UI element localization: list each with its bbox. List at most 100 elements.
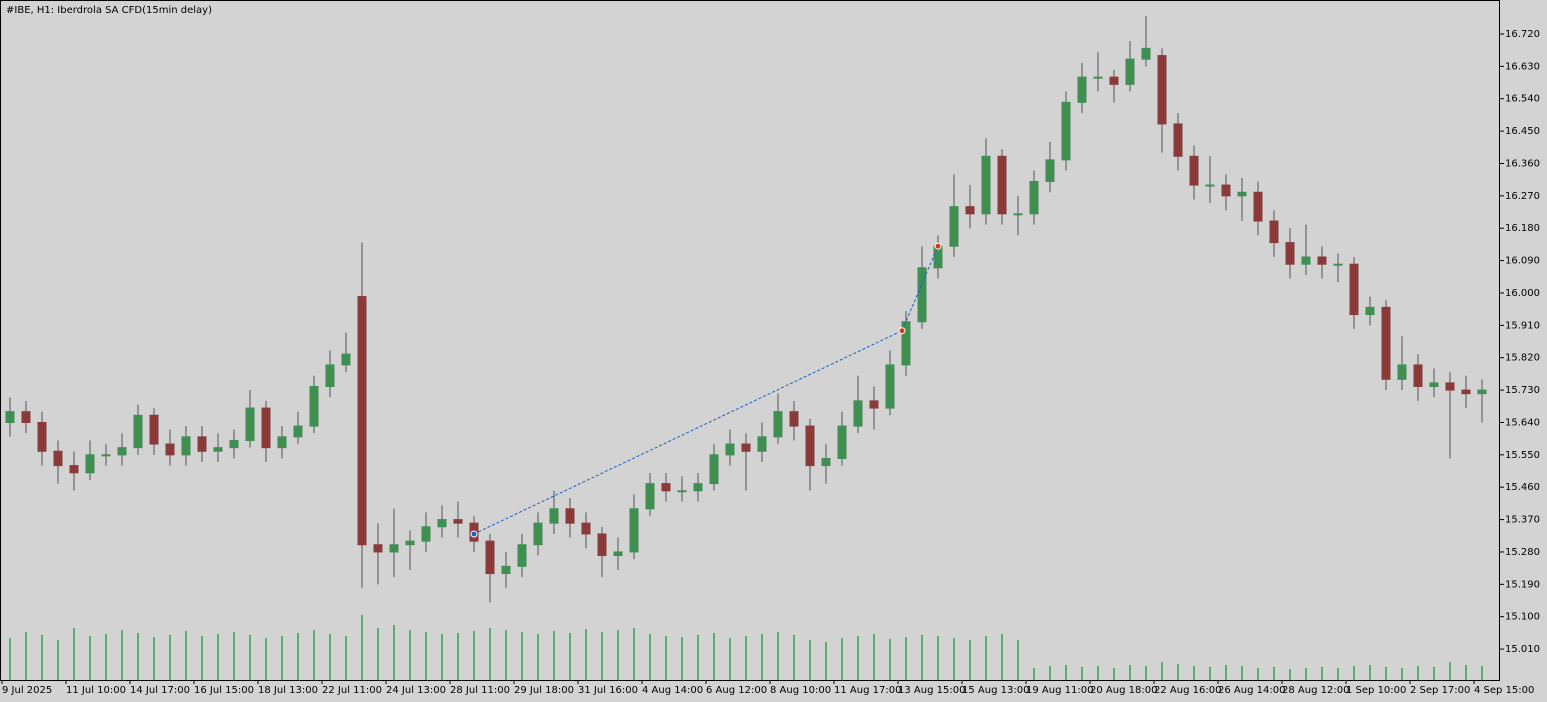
candle-body: [1445, 382, 1455, 391]
y-tick-label: 15.190: [1505, 579, 1540, 590]
y-tick-label: 16.090: [1505, 256, 1540, 267]
y-tick-label: 16.450: [1505, 126, 1540, 137]
y-tick-label: 15.730: [1505, 385, 1540, 396]
volume-bar: [1033, 668, 1035, 680]
candle-body: [821, 457, 831, 467]
x-tick-label: 1 Sep 10:00: [1346, 685, 1406, 696]
volume-bar: [457, 633, 459, 680]
x-tick-label: 26 Aug 14:00: [1218, 685, 1285, 696]
candle-body: [1141, 47, 1151, 60]
plot-frame: [0, 0, 1500, 681]
x-tick-label: 13 Aug 15:00: [898, 685, 965, 696]
volume-bar: [281, 636, 283, 680]
candle-body: [1125, 58, 1135, 85]
volume-bar: [185, 631, 187, 680]
candle-body: [629, 508, 639, 553]
chart-title: #IBE, H1: Iberdrola SA CFD(15min delay): [6, 5, 212, 16]
x-tick-label: 14 Jul 17:00: [130, 685, 190, 696]
candle-body: [517, 544, 527, 567]
candle-body: [1413, 364, 1423, 387]
candle-body: [501, 565, 511, 575]
volume-bar: [1161, 662, 1163, 680]
x-tick-label: 18 Jul 13:00: [258, 685, 318, 696]
candle-body: [613, 551, 623, 557]
x-tick-label: 15 Aug 13:00: [962, 685, 1029, 696]
volume-bar: [681, 637, 683, 680]
volume-bar: [1321, 667, 1323, 680]
volume-bar: [953, 638, 955, 680]
y-tick-label: 16.720: [1505, 29, 1540, 40]
candle-body: [117, 447, 127, 456]
candle-body: [533, 522, 543, 546]
candle-body: [1365, 306, 1375, 316]
candle-body: [245, 407, 255, 441]
volume-bar: [1353, 666, 1355, 680]
volume-bar: [105, 634, 107, 680]
candle-body: [597, 533, 607, 557]
candle-body: [661, 483, 671, 492]
candle-body: [1381, 306, 1391, 380]
volume-bar: [1369, 665, 1371, 680]
candle-body: [69, 465, 79, 474]
candle-body: [1317, 256, 1327, 265]
x-tick-label: 31 Jul 16:00: [578, 685, 638, 696]
volume-bar: [1305, 668, 1307, 680]
volume-bar: [1337, 668, 1339, 680]
x-tick-label: 19 Aug 11:00: [1026, 685, 1093, 696]
volume-bar: [921, 635, 923, 680]
y-tick-label: 15.550: [1505, 450, 1540, 461]
volume-bar: [73, 628, 75, 680]
volume-bar: [425, 632, 427, 680]
x-tick-label: 11 Aug 17:00: [834, 685, 901, 696]
y-tick-label: 15.910: [1505, 320, 1540, 331]
x-tick-label: 20 Aug 18:00: [1090, 685, 1157, 696]
volume-bar: [633, 628, 635, 680]
candle-body: [981, 155, 991, 215]
volume-bar: [1417, 666, 1419, 680]
candle-body: [1061, 101, 1071, 161]
volume-bar: [1449, 662, 1451, 680]
volume-bar: [1481, 666, 1483, 680]
volume-bar: [729, 638, 731, 680]
candle-body: [37, 421, 47, 452]
volume-bar: [89, 636, 91, 680]
candle-body: [837, 425, 847, 459]
y-tick-label: 16.360: [1505, 158, 1540, 169]
volume-bar: [809, 640, 811, 680]
volume-bar: [1193, 666, 1195, 680]
volume-bar: [1001, 634, 1003, 680]
volume-bar: [825, 642, 827, 680]
volume-bar: [313, 630, 315, 680]
volume-bar: [761, 634, 763, 680]
volume-bar: [25, 632, 27, 680]
candle-body: [1109, 76, 1119, 85]
candle-body: [373, 544, 383, 553]
candle-body: [1093, 76, 1103, 79]
candle-body: [869, 400, 879, 409]
volume-bar: [361, 615, 363, 680]
volume-bar: [697, 635, 699, 680]
volume-bar: [505, 630, 507, 680]
volume-bar: [1273, 667, 1275, 680]
trade-marker: [470, 530, 478, 538]
candle-body: [5, 411, 15, 423]
candle-body: [1461, 389, 1471, 395]
y-tick-label: 16.270: [1505, 191, 1540, 202]
volume-bar: [1257, 668, 1259, 680]
volume-bar: [345, 636, 347, 680]
volume-bar: [617, 630, 619, 680]
y-tick-label: 16.540: [1505, 94, 1540, 105]
volume-bar: [553, 631, 555, 680]
volume-bar: [985, 636, 987, 680]
volume-bar: [153, 637, 155, 680]
trade-marker: [898, 327, 906, 335]
candle-body: [453, 519, 463, 524]
candle-body: [213, 447, 223, 452]
candle-body: [1285, 242, 1295, 265]
volume-bar: [857, 636, 859, 680]
volume-bar: [297, 633, 299, 680]
candle-body: [1477, 389, 1487, 395]
y-tick-label: 15.100: [1505, 612, 1540, 623]
candle-body: [1253, 191, 1263, 222]
